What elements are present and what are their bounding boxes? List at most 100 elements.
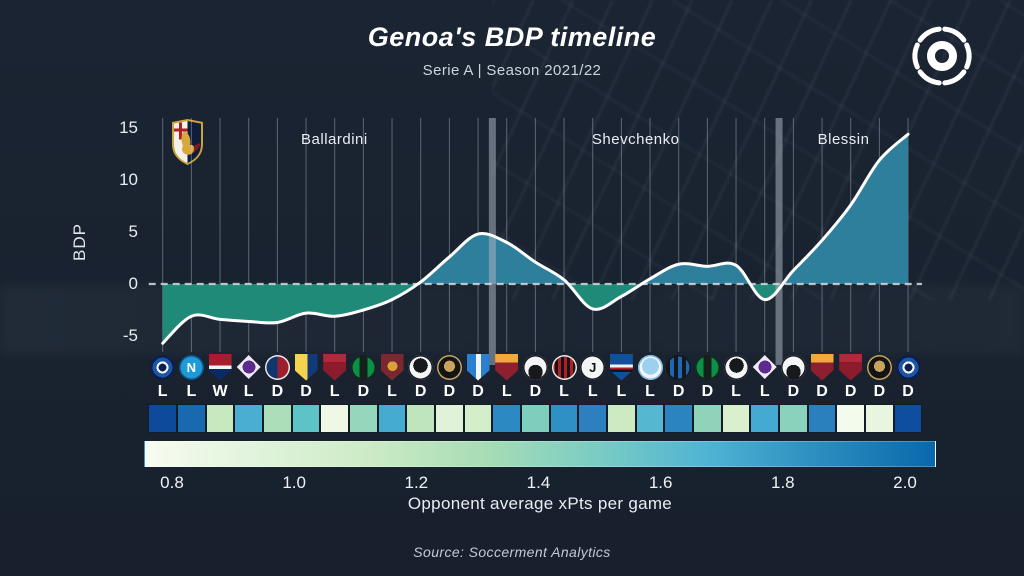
xpts-heatmap-cell [664,404,694,433]
opponent-logo-lazio [636,353,664,381]
colorbar-tick-label: 1.4 [526,473,551,492]
opponent-logo-sassuolo [693,353,721,381]
opponent-badge [752,355,777,379]
manager-label-ballardini: Ballardini [301,131,368,148]
colorbar-tick-label: 1.0 [282,473,306,492]
opponent-badge [236,355,261,379]
result-letter: L [157,383,168,400]
result-letter: L [329,383,340,400]
result-letter: D [529,383,542,400]
result-letter: L [759,383,770,400]
result-letter: D [844,383,857,400]
opponent-logo-milan [550,353,578,381]
opponent-logo-verona [292,353,320,381]
opponent-logo-spezia [407,353,435,381]
opponent-badge [810,353,834,381]
bdp-area-negative [162,284,909,344]
xpts-heatmap-cell [836,404,866,433]
opponent-badge: J [580,354,606,380]
manager-change-bar [775,118,783,365]
result-letter: D [816,383,828,400]
opponent-logo-fiorentina [235,353,263,381]
xpts-heatmap-cell [435,404,464,433]
opponent-badge [723,354,749,380]
genoa-crest-icon [172,119,203,165]
opponent-badge [380,353,404,381]
y-tick-label: 5 [128,222,138,241]
colorbar-label: Opponent average xPts per game [407,494,673,513]
opponent-badge [866,354,892,380]
opponent-badge [264,354,290,380]
opponent-badge [208,353,232,381]
xpts-heatmap-cell [750,404,780,433]
result-letter: D [300,383,312,400]
result-letter: D [357,383,370,400]
opponent-logo-inter [149,353,177,381]
result-letter: L [186,383,197,400]
result-letter: L [387,383,397,400]
xpts-heatmap-cell [148,404,178,433]
xpts-heatmap-cell [549,404,579,433]
opponent-logo-atalanta [665,353,693,381]
result-letter: L [587,383,598,400]
opponent-badge [666,354,692,380]
colorbar-tick-label: 1.8 [771,473,795,492]
opponent-badge [637,354,663,380]
page-title: Genoa's BDP timeline [367,22,657,52]
xpts-heatmap-cell [205,404,235,433]
opponent-logo-venezia [865,353,893,381]
opponent-badge [436,354,462,380]
opponent-badge [895,354,921,380]
soccerment-logo-icon [912,26,972,86]
y-tick-label: 10 [119,170,138,189]
xpts-heatmap-cell [234,404,264,433]
opponent-badge [350,354,376,380]
opponent-logo-sampdoria [607,353,635,381]
result-letter: D [414,383,427,400]
xpts-heatmap-cell [607,404,636,433]
opponent-logo-salernitana [321,353,349,381]
opponent-logo-sassuolo [349,353,377,381]
opponent-logo-cagliari [206,353,234,381]
opponent-logo-torino [378,353,406,381]
opponent-badge [466,353,490,381]
result-letter: L [616,383,627,400]
opponent-logo-salernitana [837,353,865,381]
result-letter: L [501,383,512,400]
opponent-badge [551,354,577,380]
result-letter: D [701,383,714,400]
result-letter: D [873,383,886,400]
opponent-logo-venezia [435,353,463,381]
opponent-badge [294,353,318,381]
opponent-logo-juventus: J [579,353,607,381]
opponent-logo-napoli: N [177,353,205,381]
bdp-area-positive [162,134,909,284]
opponent-logo-fiorentina [751,353,779,381]
result-letter: L [559,383,569,400]
result-letter: D [902,383,914,400]
xpts-heatmap-cell [635,404,665,433]
y-tick-label: 0 [128,274,138,293]
result-letter: D [787,383,800,400]
xpts-heatmap-cell [578,404,608,433]
xpts-heatmap-cell [721,404,751,433]
colorbar-tick-label: 2.0 [893,473,917,492]
xpts-colorbar [144,441,936,467]
y-tick-label: 15 [119,118,138,137]
result-letter: L [731,383,741,400]
opponent-badge [609,353,633,381]
result-letter: L [645,383,655,400]
xpts-heatmap-cell [263,404,292,433]
result-letter: D [443,383,456,400]
opponent-badge [780,354,806,380]
opponent-logo-empoli [464,353,492,381]
colorbar-tick-label: 0.8 [160,473,184,492]
xpts-heatmap-cell [693,404,722,433]
colorbar-tick-label: 1.2 [404,473,429,492]
source-credit: Source: Soccerment Analytics [413,544,611,560]
opponent-logo-spezia [722,353,750,381]
opponent-badge: N [178,354,204,380]
result-letter: D [672,383,685,400]
